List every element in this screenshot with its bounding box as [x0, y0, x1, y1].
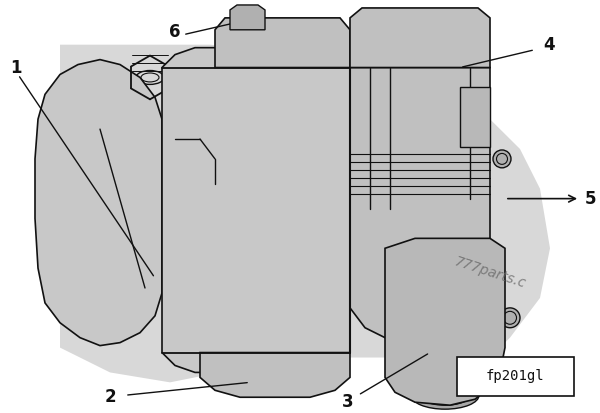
Bar [462, 99, 488, 117]
Polygon shape [350, 68, 490, 343]
Polygon shape [162, 47, 350, 373]
Polygon shape [60, 30, 550, 382]
Text: 777parts.c: 777parts.c [452, 255, 527, 291]
Polygon shape [230, 5, 265, 30]
Polygon shape [385, 238, 505, 405]
Polygon shape [35, 59, 162, 346]
Ellipse shape [493, 150, 511, 168]
Ellipse shape [62, 143, 74, 154]
Bar [462, 129, 488, 139]
Ellipse shape [500, 308, 520, 328]
Polygon shape [310, 373, 335, 395]
Ellipse shape [223, 56, 241, 68]
Polygon shape [215, 18, 350, 68]
Ellipse shape [267, 44, 293, 59]
Ellipse shape [398, 11, 473, 78]
Ellipse shape [261, 41, 299, 62]
Ellipse shape [57, 258, 79, 278]
Text: 5: 5 [585, 190, 596, 208]
Polygon shape [215, 373, 238, 395]
FancyBboxPatch shape [457, 356, 574, 396]
Ellipse shape [57, 139, 79, 159]
Text: fp201gl: fp201gl [485, 369, 544, 383]
Text: 6: 6 [169, 23, 181, 41]
Text: 3: 3 [342, 393, 354, 411]
Text: 2: 2 [104, 388, 116, 406]
Text: 1: 1 [10, 59, 22, 76]
Ellipse shape [411, 381, 479, 409]
Text: 4: 4 [543, 36, 554, 54]
Polygon shape [460, 88, 490, 147]
Ellipse shape [352, 28, 368, 42]
Polygon shape [350, 8, 490, 68]
Ellipse shape [62, 263, 74, 273]
Polygon shape [200, 353, 350, 397]
Ellipse shape [407, 20, 463, 69]
